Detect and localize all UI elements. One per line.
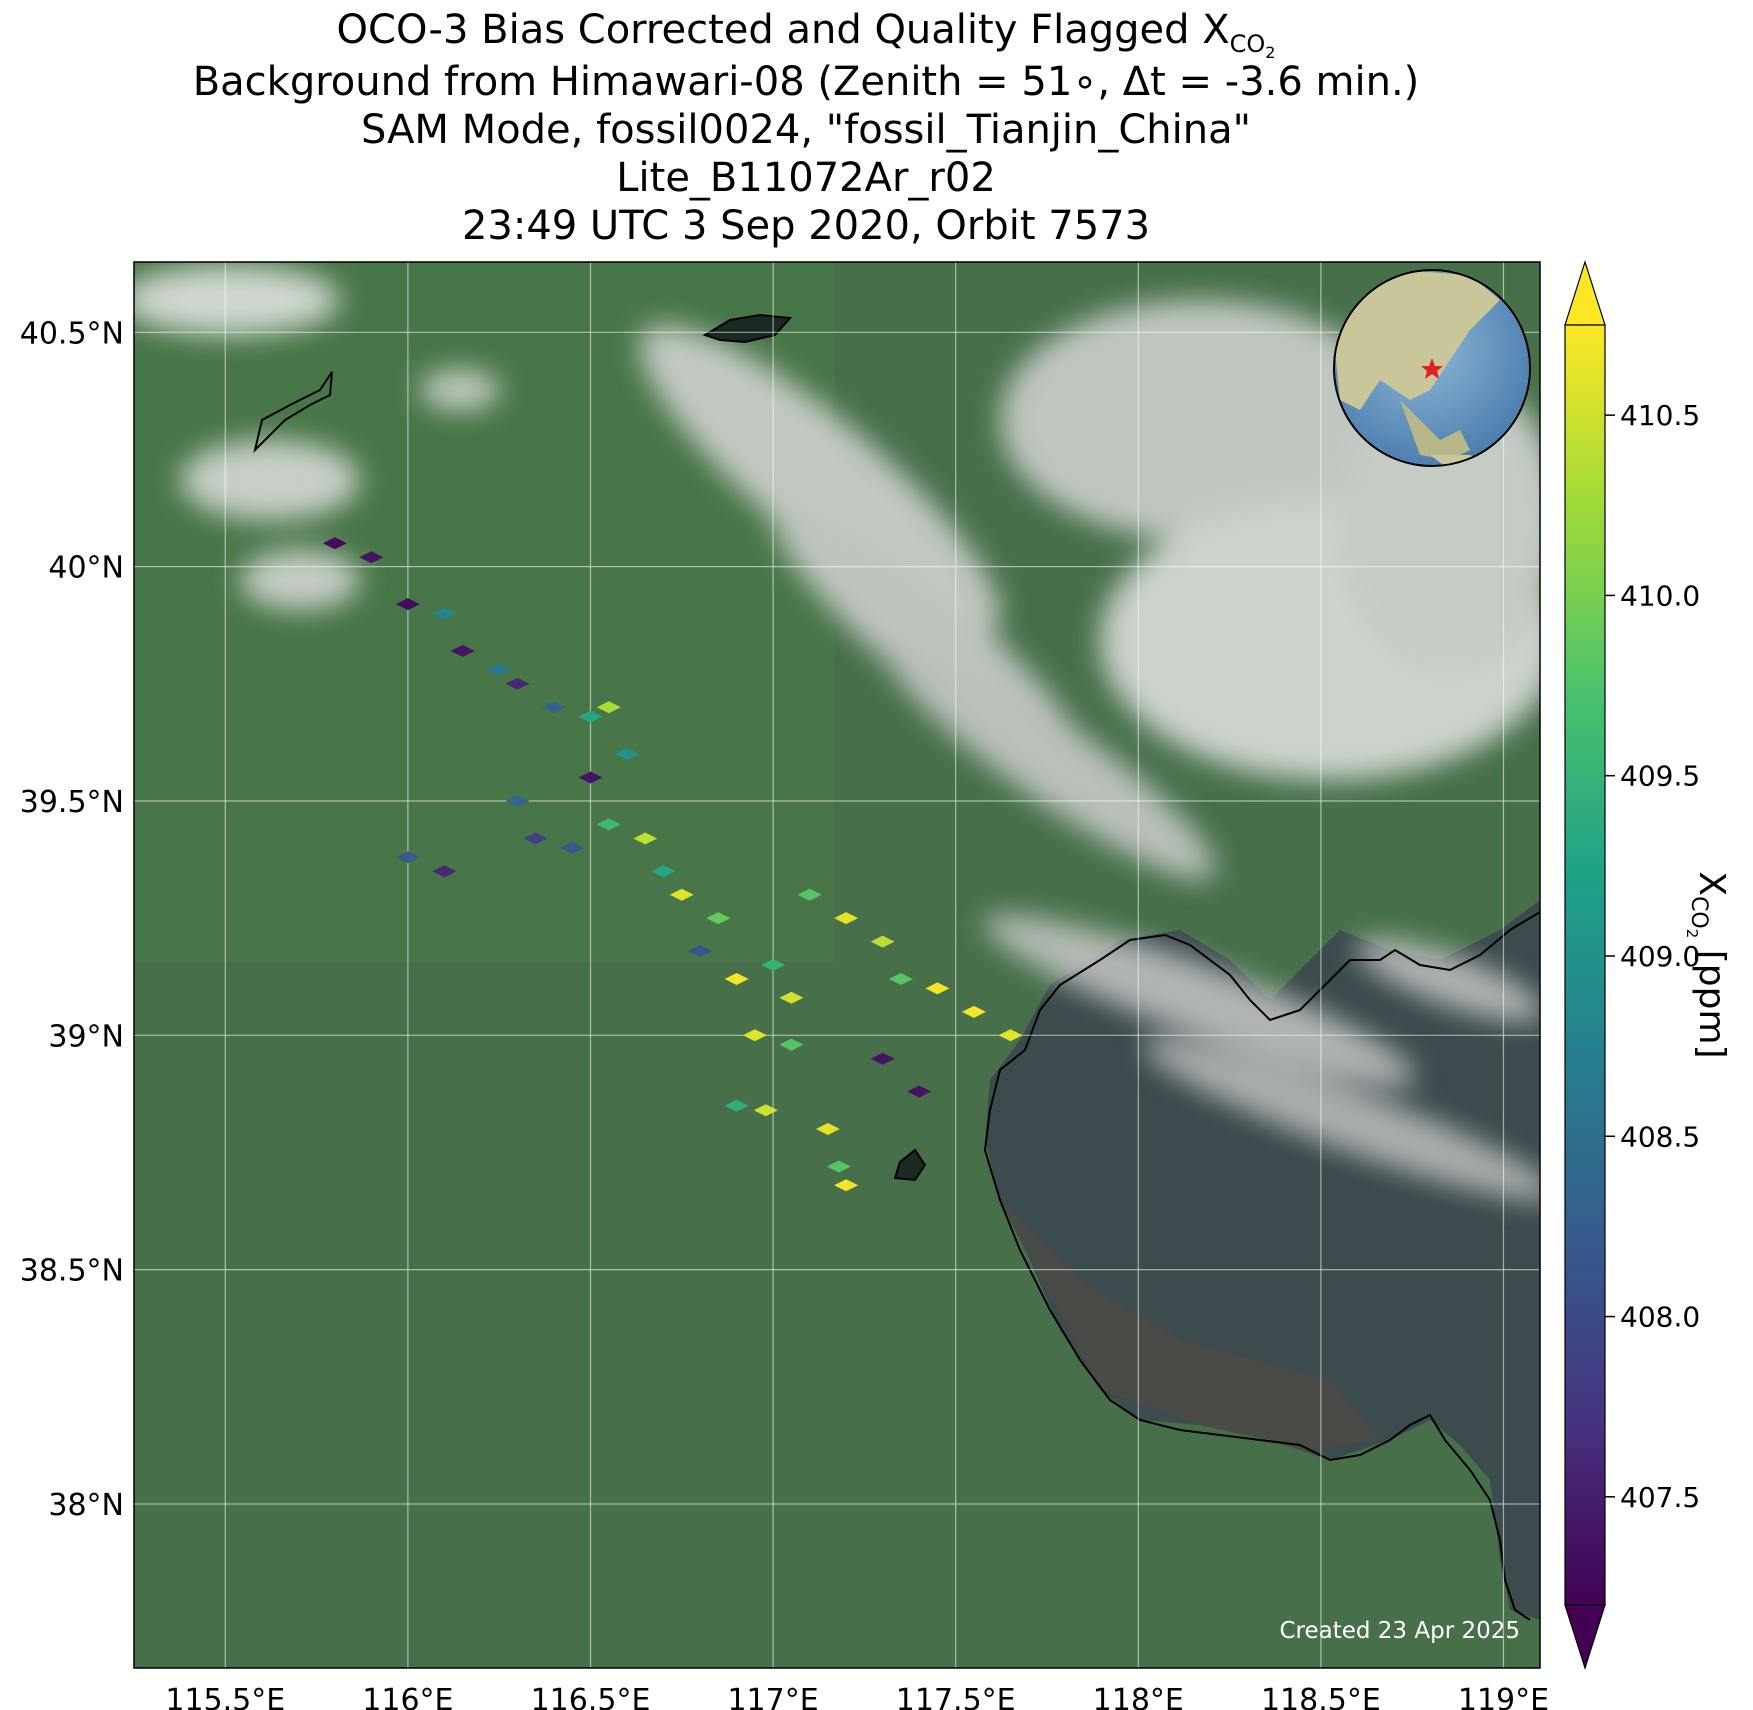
colorbar-tick-label: 409.5 <box>1620 760 1700 793</box>
y-tick-labels: 40.5°N 40°N 39.5°N 39°N 38.5°N 38°N <box>20 316 124 1523</box>
xco2-sounding <box>779 991 804 1004</box>
xco2-sounding <box>322 537 347 550</box>
xco2-sounding <box>487 663 512 676</box>
xco2-sounding <box>578 710 603 723</box>
location-star-icon <box>1421 358 1443 379</box>
xco2-sounding <box>432 865 457 878</box>
xco2-sounding <box>450 644 475 657</box>
y-tick-label: 39.5°N <box>20 785 124 820</box>
xco2-sounding <box>395 598 420 611</box>
xco2-sounding <box>578 771 603 784</box>
xco2-sounding <box>560 841 585 854</box>
xco2-sounding <box>961 1005 986 1018</box>
xco2-sounding <box>596 818 621 831</box>
y-tick-label: 39°N <box>48 1019 124 1054</box>
xco2-sounding <box>834 912 859 925</box>
colorbar-label: XCO2 [ppm] <box>1683 871 1732 1058</box>
xco2-sounding <box>615 748 640 761</box>
colorbar-tick-label: 409.0 <box>1620 940 1700 973</box>
map-frame <box>133 261 1541 1669</box>
xco2-sounding <box>888 973 913 986</box>
xco2-sounding <box>633 832 658 845</box>
xco2-sounding <box>779 1038 804 1051</box>
xco2-sounding <box>826 1160 851 1173</box>
xco2-sounding <box>395 851 420 864</box>
xco2-sounding <box>815 1123 840 1136</box>
coastline <box>983 911 1540 1621</box>
x-tick-label: 116°E <box>362 1683 453 1710</box>
xco2-sounding <box>596 701 621 714</box>
xco2-sounding <box>706 912 731 925</box>
x-tick-label: 117.5°E <box>896 1683 1016 1710</box>
island-outline <box>893 1148 927 1182</box>
xco2-sounding <box>669 888 694 901</box>
xco2-sounding <box>505 794 530 807</box>
xco2-sounding <box>359 551 384 564</box>
title-line-4: Lite_B11072Ar_r02 <box>616 155 996 201</box>
xco2-sounding <box>907 1085 932 1098</box>
xco2-sounding <box>834 1179 859 1192</box>
y-tick-label: 40°N <box>48 551 124 586</box>
xco2-sounding <box>753 1104 778 1117</box>
satellite-background <box>134 262 1540 1668</box>
x-tick-labels: 115.5°E 116°E 116.5°E 117°E 117.5°E 118°E 118.… <box>165 1683 1549 1710</box>
title-line-1: OCO-3 Bias Corrected and Quality Flagged… <box>336 7 1276 62</box>
x-tick-label: 116.5°E <box>531 1683 651 1710</box>
colorbar-tick-label: 408.5 <box>1620 1120 1700 1153</box>
created-credit: Created 23 Apr 2025 <box>1279 1618 1520 1644</box>
title-line-2: Background from Himawari-08 (Zenith = 51… <box>192 59 1420 105</box>
xco2-sounding <box>797 888 822 901</box>
xco2-sounding <box>651 865 676 878</box>
xco2-sounding <box>523 832 548 845</box>
xco2-sounding <box>761 959 786 971</box>
xco2-sounding <box>724 973 749 986</box>
y-tick-label: 40.5°N <box>20 316 124 351</box>
xco2-sounding <box>925 982 950 995</box>
colorbar-tick-label: 410.5 <box>1620 399 1700 432</box>
colorbar: 407.5 408.0 408.5 409.0 409.5 410.0 410.5 <box>1564 260 1700 1670</box>
xco2-sounding <box>742 1029 767 1042</box>
x-tick-label: 117°E <box>727 1683 818 1710</box>
xco2-sounding <box>505 677 530 690</box>
xco2-sounding <box>724 1099 749 1112</box>
x-tick-label: 118°E <box>1093 1683 1184 1710</box>
colorbar-tick-label: 407.5 <box>1620 1481 1700 1514</box>
xco2-sounding <box>870 1052 895 1065</box>
x-tick-label: 119°E <box>1458 1683 1549 1710</box>
x-tick-label: 118.5°E <box>1261 1683 1381 1710</box>
x-tick-label: 115.5°E <box>165 1683 285 1710</box>
xco2-sounding <box>870 935 895 948</box>
reservoir-outline <box>702 313 793 344</box>
y-tick-label: 38°N <box>48 1488 124 1523</box>
xco2-sounding <box>432 607 457 620</box>
colorbar-tick-label: 410.0 <box>1620 579 1700 612</box>
xco2-soundings <box>322 537 1023 1192</box>
xco2-sounding <box>998 1029 1023 1042</box>
xco2-sounding <box>541 701 566 714</box>
lake-outline <box>253 371 333 454</box>
colorbar-ticks: 407.5 408.0 408.5 409.0 409.5 410.0 410.5 <box>1605 399 1700 1514</box>
colorbar-tick-label: 408.0 <box>1620 1301 1700 1334</box>
y-tick-label: 38.5°N <box>20 1254 124 1289</box>
xco2-sounding <box>688 944 713 957</box>
title-line-5: 23:49 UTC 3 Sep 2020, Orbit 7573 <box>461 203 1151 249</box>
title-line-3: SAM Mode, fossil0024, "fossil_Tianjin_Ch… <box>360 107 1252 153</box>
